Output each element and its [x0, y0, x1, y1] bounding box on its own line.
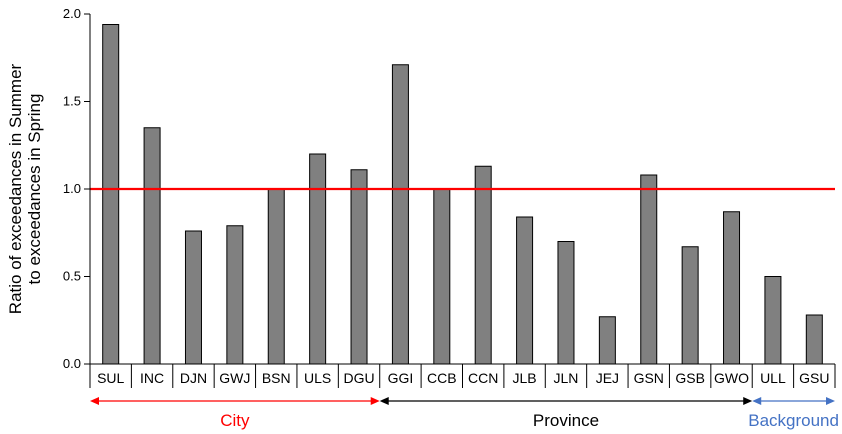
group-label-city: City: [220, 411, 250, 430]
x-category-label: INC: [140, 370, 164, 386]
x-category-label: SUL: [97, 370, 124, 386]
y-tick-label: 1.0: [63, 181, 81, 196]
x-category-label: JLB: [513, 370, 537, 386]
y-axis-label-line-2: to exceedances in Spring: [25, 94, 44, 285]
group-annotations: City Province Background: [90, 397, 839, 430]
bar-ggi: [391, 64, 409, 365]
x-category-label: GGI: [388, 370, 414, 386]
y-tick-label: 1.5: [63, 94, 81, 109]
bar-jln: [557, 241, 575, 365]
bars: [102, 24, 823, 365]
y-tick-label: 2.0: [63, 6, 81, 21]
bar-bsn: [267, 188, 285, 365]
y-axis-label-line-1: Ratio of exceedances in Summer: [6, 63, 25, 314]
group-arrow-head-left: [379, 397, 389, 405]
x-category-label: GSB: [675, 370, 705, 386]
bar-uls: [309, 153, 327, 365]
group-arrow-head-right: [370, 397, 380, 405]
group-label-background: Background: [748, 411, 839, 430]
bar-ccb: [433, 188, 451, 365]
x-category-label: GSU: [799, 370, 829, 386]
group-label-province: Province: [533, 411, 599, 430]
bar-dgu: [350, 169, 368, 365]
bar-gwo: [723, 211, 741, 365]
x-category-label: ULS: [304, 370, 331, 386]
x-category-label: GWO: [714, 370, 749, 386]
x-category-label: JEJ: [596, 370, 619, 386]
bar-gsn: [640, 174, 658, 365]
y-tick-label: 0.5: [63, 269, 81, 284]
x-category-label: GWJ: [219, 370, 250, 386]
bar-ull: [764, 276, 782, 365]
bar-ccn: [474, 165, 492, 365]
y-tick-label: 0.0: [63, 356, 81, 371]
group-arrow-head-left: [90, 397, 99, 405]
y-axis-ticks: 0.0 0.5 1.0 1.5 2.0: [63, 6, 90, 371]
x-category-label: JLN: [554, 370, 579, 386]
x-category-label: DGU: [343, 370, 374, 386]
group-arrow-head-left: [752, 397, 762, 405]
group-arrow-head-right: [743, 397, 753, 405]
bar-djn: [184, 230, 202, 365]
x-category-label: ULL: [760, 370, 786, 386]
group-arrow-head-right: [826, 397, 835, 405]
x-category-label: BSN: [262, 370, 291, 386]
bar-gsb: [681, 246, 699, 365]
bar-jej: [598, 316, 616, 365]
bar-gsu: [805, 314, 823, 365]
bar-jlb: [516, 216, 534, 365]
bar-sul: [102, 24, 120, 365]
x-category-label: CCN: [468, 370, 498, 386]
x-category-label: DJN: [180, 370, 207, 386]
y-axis-label: Ratio of exceedances in Summer to exceed…: [6, 63, 44, 314]
bar-gwj: [226, 225, 244, 365]
category-labels: SUL INC DJN GWJ BSN ULS DGU GGI CCB CCN JLB JLN JEJ G…: [89, 364, 836, 388]
bar-inc: [143, 127, 161, 365]
x-category-label: CCB: [427, 370, 457, 386]
x-category-label: GSN: [634, 370, 664, 386]
